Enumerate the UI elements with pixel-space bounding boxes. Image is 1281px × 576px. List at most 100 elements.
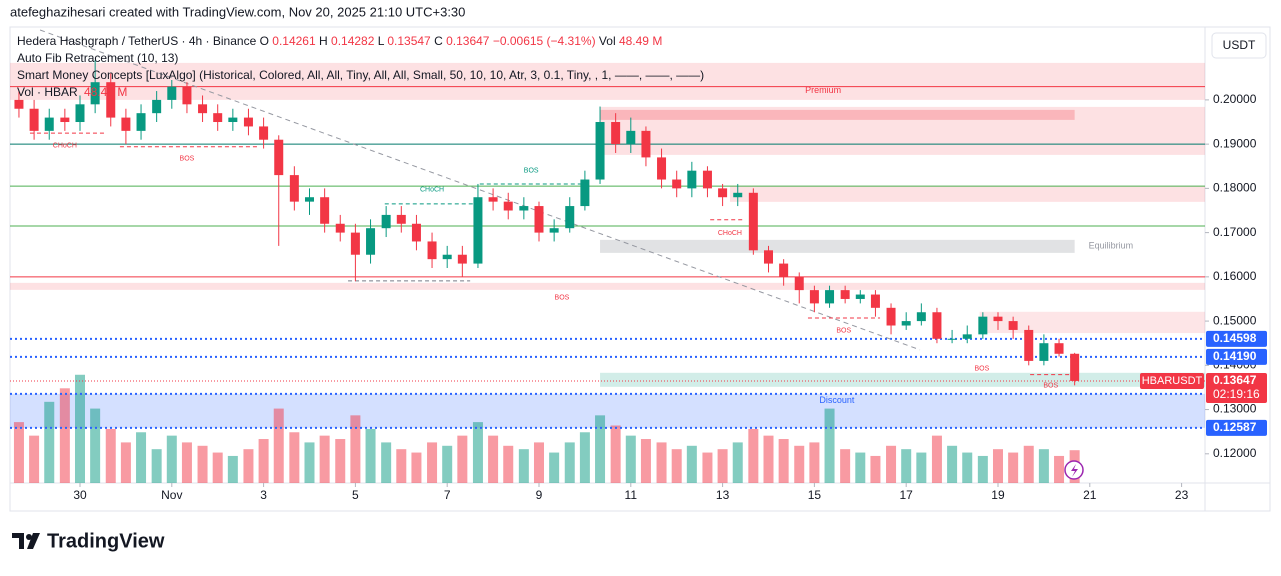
candle-body <box>947 338 957 340</box>
volume-bar <box>916 452 927 483</box>
header: atefeghazihesari created with TradingVie… <box>10 4 465 19</box>
volume-bar <box>717 449 728 483</box>
volume-bar <box>794 445 805 483</box>
volume-bar <box>870 455 881 483</box>
volume-bar <box>74 374 85 483</box>
legend-vol: Vol <box>599 34 616 48</box>
zone-label: Discount <box>819 395 855 405</box>
legend-change: −0.00615 (−4.31%) <box>493 34 596 48</box>
candle-body <box>457 254 467 264</box>
candle-body <box>549 228 559 233</box>
candle-body <box>718 188 728 198</box>
volume-bar <box>855 452 866 483</box>
structure-label: BOS <box>836 328 851 335</box>
candle-body <box>152 99 162 114</box>
candle-body <box>809 290 819 304</box>
volume-bar <box>304 442 315 483</box>
candle-body <box>14 99 24 109</box>
candle-body <box>519 206 529 211</box>
legend-l: L <box>378 34 385 48</box>
candle-body <box>304 197 314 202</box>
candle-body <box>825 290 835 304</box>
zone <box>600 372 1205 387</box>
candle-body <box>901 321 911 326</box>
volume-bar <box>901 449 912 483</box>
candle-body <box>565 206 575 229</box>
volume-bar <box>732 442 743 483</box>
candle-body <box>672 179 682 189</box>
x-tick-label: 30 <box>73 488 87 502</box>
candle-body <box>381 214 391 229</box>
brand: TradingView <box>47 530 165 552</box>
candle-body <box>320 197 330 224</box>
indicator-legend: Auto Fib Retracement (10, 13) <box>17 51 178 65</box>
volume-bar <box>977 455 988 483</box>
candle-body <box>1039 343 1049 361</box>
volume-bar <box>335 439 346 483</box>
volume-bar <box>778 439 789 483</box>
logo-dot <box>26 534 32 540</box>
volume-bar <box>227 455 238 483</box>
volume-bar <box>319 435 330 483</box>
volume-bar <box>411 452 422 483</box>
y-tick-label: 0.16000 <box>1213 269 1257 283</box>
candle-body <box>198 104 208 114</box>
frame <box>9 26 1271 512</box>
last-price-label: 0.13647 <box>1213 373 1257 387</box>
volume-bar <box>763 435 774 483</box>
y-tick-label: 0.18000 <box>1213 181 1257 195</box>
candle-body <box>44 117 54 131</box>
volume-bar <box>136 432 147 483</box>
x-tick-label: 23 <box>1175 488 1189 502</box>
zone-label: Equilibrium <box>1089 240 1134 250</box>
zone <box>10 393 1205 428</box>
x-tick-label: 21 <box>1083 488 1097 502</box>
volume-bar <box>824 408 835 483</box>
volume-bar <box>243 449 254 483</box>
candle-body <box>534 206 544 233</box>
structure-label: BOS <box>524 168 539 175</box>
volume-bar <box>1023 445 1034 483</box>
volume-bar <box>181 442 192 483</box>
symbol-badge-label: HBARUSDT <box>1142 375 1203 387</box>
volume-bar <box>166 435 177 483</box>
volume-bar <box>640 439 651 483</box>
candle-body <box>106 82 116 118</box>
volume-bar <box>1054 455 1065 483</box>
price-badge <box>1206 330 1267 347</box>
candle-body <box>687 170 697 189</box>
volume-bar <box>472 422 483 483</box>
currency-button[interactable] <box>1211 32 1267 59</box>
volume-bar <box>1008 452 1019 483</box>
zone-label: Premium <box>805 85 841 95</box>
structure-label: CHoCH <box>718 230 742 237</box>
candle-body <box>855 294 865 299</box>
candle-body <box>1054 343 1064 354</box>
volume-bar <box>289 432 300 483</box>
logo <box>12 533 40 549</box>
currency-button-label: USDT <box>1223 38 1256 52</box>
candle-body <box>488 197 498 202</box>
countdown: 02:19:16 <box>1213 387 1260 401</box>
volume-bar <box>533 442 544 483</box>
volume-bar <box>457 435 468 483</box>
volume-bar <box>44 401 55 483</box>
zone <box>979 311 1205 334</box>
volume-bar <box>1038 449 1049 483</box>
candle-body <box>90 82 100 105</box>
y-tick-label: 0.19000 <box>1213 136 1257 150</box>
candle-body <box>259 126 269 140</box>
zone <box>600 239 1075 253</box>
candle-body <box>932 312 942 339</box>
volume-bar <box>840 449 851 483</box>
logo-mark <box>12 533 24 549</box>
structure-label: BOS <box>1043 383 1058 390</box>
candle-body <box>411 223 421 242</box>
legend-h: H <box>319 34 328 48</box>
volume-bar <box>809 442 820 483</box>
x-tick-label: 9 <box>536 488 543 502</box>
legend-low: 0.13547 <box>387 34 431 48</box>
x-tick-label: 13 <box>716 488 730 502</box>
volume-bar <box>488 435 499 483</box>
